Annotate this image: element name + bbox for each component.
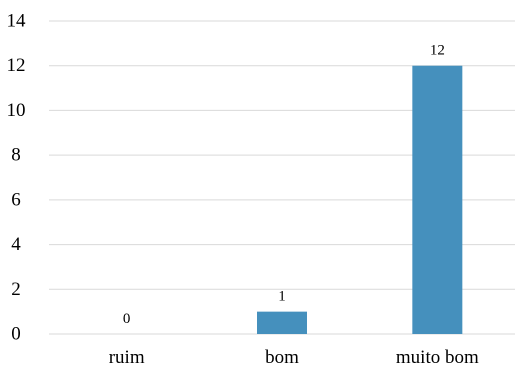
y-tick-label: 6	[11, 189, 21, 210]
x-axis-categories: ruim bom muito bom	[109, 347, 479, 368]
y-axis-ticks: 0 2 4 6 8 10 12 14	[7, 11, 27, 345]
y-tick-label: 4	[11, 234, 21, 255]
y-tick-label: 12	[7, 55, 26, 76]
data-label: 0	[123, 311, 131, 327]
bars	[257, 65, 463, 334]
y-tick-label: 14	[7, 11, 27, 32]
category-label: muito bom	[396, 347, 479, 368]
y-tick-label: 0	[11, 324, 21, 345]
data-label: 12	[430, 43, 445, 59]
bar	[257, 311, 307, 334]
data-labels: 0 1 12	[123, 43, 445, 327]
y-tick-label: 8	[11, 145, 21, 166]
category-label: ruim	[109, 347, 145, 368]
y-tick-label: 2	[11, 279, 21, 300]
data-label: 1	[278, 289, 286, 305]
gridlines	[49, 20, 515, 335]
y-tick-label: 10	[7, 100, 26, 121]
category-label: bom	[265, 347, 299, 368]
bar	[412, 65, 463, 334]
